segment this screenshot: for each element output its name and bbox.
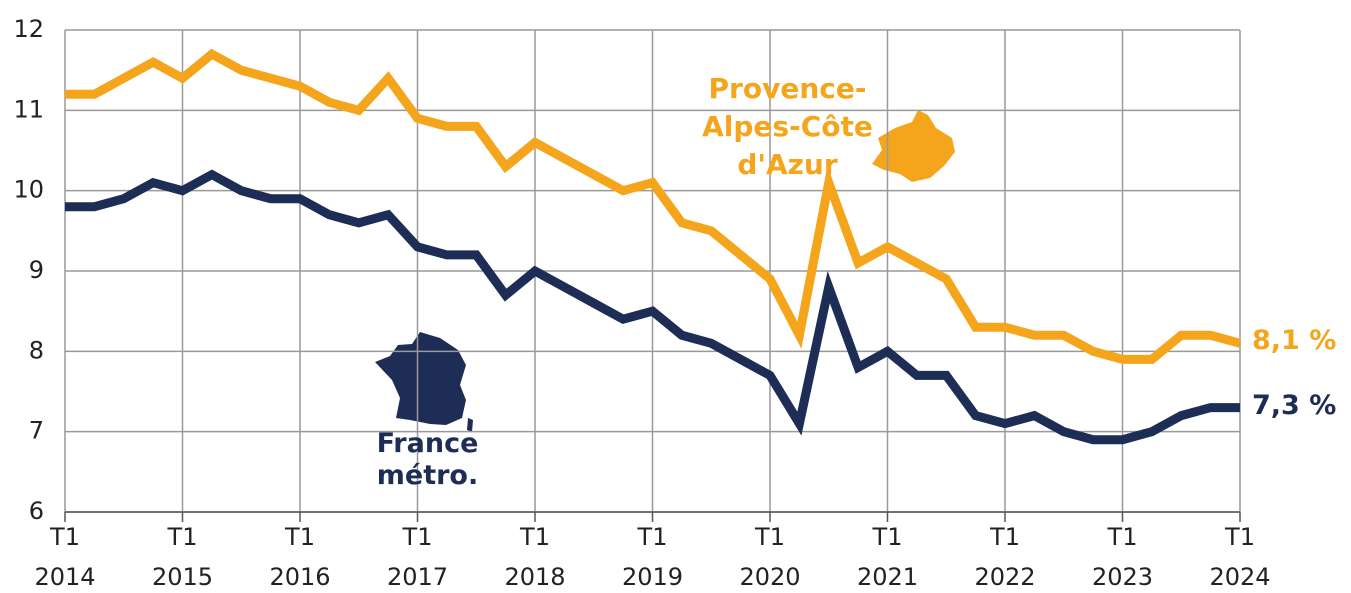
series-line (65, 169, 1240, 445)
x-tick-label: T1 2016 (269, 523, 331, 591)
x-tick-label: T1 2021 (856, 523, 919, 591)
y-tick-label: 8 (29, 336, 44, 364)
y-tick-label: 9 (29, 256, 44, 284)
x-tick-label: T1 2020 (739, 523, 801, 591)
grid (64, 29, 1241, 513)
x-tick-label: T1 2018 (504, 523, 566, 591)
x-tick-label: T1 2023 (1091, 523, 1154, 591)
x-tick-label: T1 2017 (386, 523, 449, 591)
x-tick-label: T1 2024 (1209, 523, 1271, 591)
x-tick-label: T1 2014 (34, 523, 96, 591)
series-name-label: France métro. (376, 428, 479, 491)
series-name-label: Provence-Alpes-Côte d'Azur (702, 72, 873, 181)
x-tick-label: T1 2015 (151, 523, 214, 591)
y-tick-label: 12 (13, 15, 44, 43)
y-tick-label: 10 (13, 176, 44, 204)
region-map-icon (872, 110, 955, 182)
france-map-icon (375, 332, 473, 432)
y-tick-label: 6 (29, 497, 44, 525)
y-tick-label: 7 (29, 417, 44, 445)
series-line (65, 48, 1242, 364)
end-value-label: 7,3 % (1252, 389, 1337, 421)
x-tick-label: T1 2019 (621, 523, 684, 591)
y-tick-label: 11 (13, 95, 44, 123)
x-tick-label: T1 2022 (974, 523, 1036, 591)
end-value-label: 8,1 % (1252, 325, 1337, 357)
